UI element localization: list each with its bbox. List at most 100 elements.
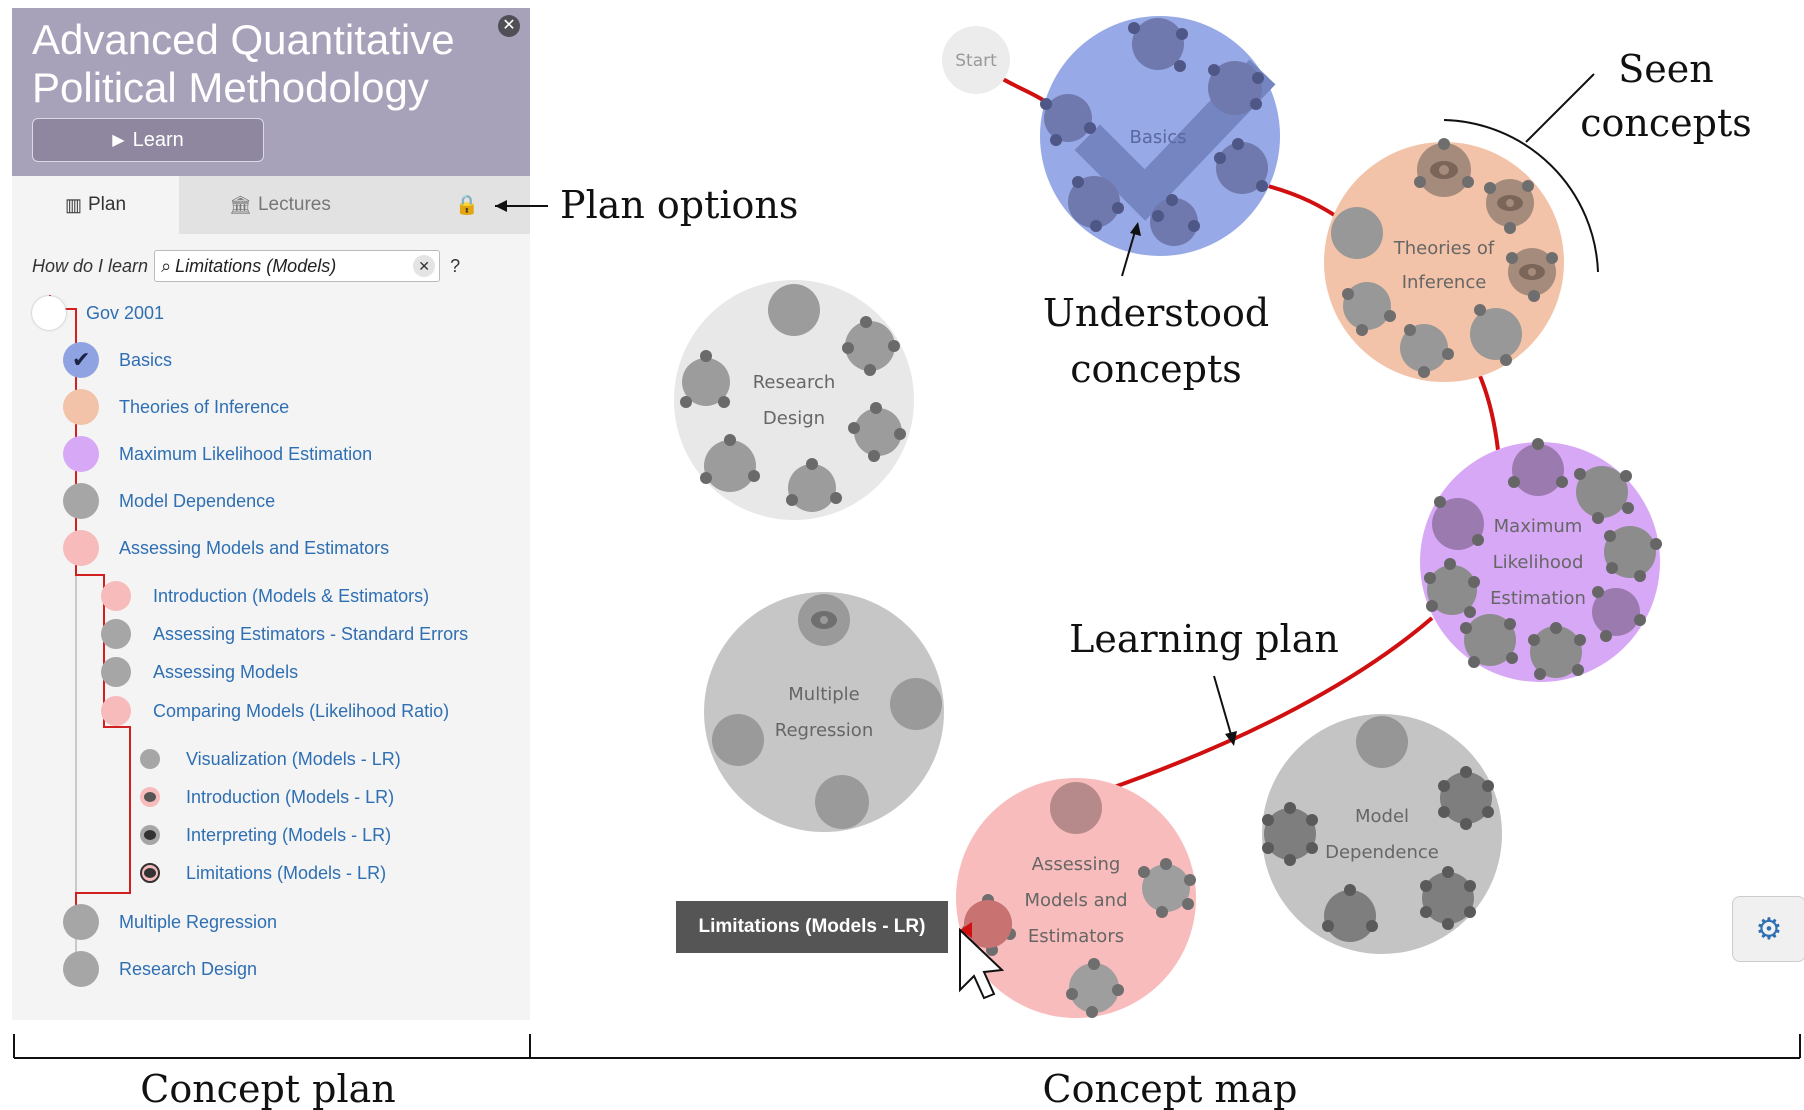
tree-connector — [103, 574, 105, 728]
cluster-label: Maximum — [1494, 516, 1583, 537]
plan-node-leaf[interactable] — [140, 787, 160, 807]
plan-node-leaf[interactable] — [140, 825, 160, 845]
cluster-multiple-regression[interactable]: Multiple Regression — [704, 592, 944, 832]
selected-concept-node[interactable] — [964, 900, 1012, 948]
annotation-plan-options: Plan options — [560, 183, 798, 227]
plan-item-label[interactable]: Comparing Models (Likelihood Ratio) — [153, 701, 450, 721]
search-input[interactable] — [175, 255, 386, 277]
plan-item-label[interactable]: Assessing Estimators - Standard Errors — [153, 624, 469, 644]
concept-tooltip: Limitations (Models - LR) — [676, 901, 948, 953]
tab-plan[interactable]: ▥ Plan — [12, 176, 179, 234]
gear-icon[interactable]: ⚙ — [1732, 896, 1804, 962]
annotation-understood: Understood — [1043, 291, 1269, 335]
annotation-arrow — [1121, 227, 1137, 277]
cluster-label: Dependence — [1325, 842, 1439, 863]
annotation-arrow — [1213, 675, 1233, 739]
panel-header: Advanced Quantitative Political Methodol… — [12, 8, 530, 176]
plan-item-label[interactable]: Visualization (Models - LR) — [186, 749, 401, 769]
tab-lectures-label: Lectures — [257, 194, 331, 215]
annotation-concept-plan: Concept plan — [140, 1067, 395, 1110]
cluster-theories-of-inference[interactable]: Theories of Inference — [1324, 138, 1564, 382]
plan-item-label[interactable]: Assessing Models — [153, 662, 299, 682]
cluster-model-dependence[interactable]: Model Dependence — [1262, 714, 1502, 954]
plan-item-label[interactable]: Assessing Models and Estimators — [119, 538, 390, 558]
help-icon[interactable]: ? — [450, 255, 461, 276]
cluster-label: Research — [753, 372, 836, 393]
institution-icon: 🏛 — [229, 194, 252, 215]
learn-button[interactable]: ▶ Learn — [32, 118, 264, 162]
plan-node-multiple-regression[interactable] — [63, 904, 99, 940]
cluster-label: Basics — [1129, 127, 1186, 148]
plan-node-sub[interactable] — [101, 619, 131, 649]
learn-button-label: Learn — [132, 128, 184, 151]
annotation-line — [1525, 73, 1595, 143]
plan-item-label[interactable]: Interpreting (Models - LR) — [186, 825, 392, 845]
annotation-understood: concepts — [1070, 347, 1242, 391]
tab-plan-label: Plan — [87, 194, 127, 215]
annotation-arrowhead — [1130, 222, 1141, 236]
cluster-label: Inference — [1402, 272, 1487, 293]
cluster-label: Design — [763, 408, 825, 429]
search-prompt: How do I learn — [32, 255, 149, 276]
plan-item-label[interactable]: Gov 2001 — [86, 303, 165, 323]
annotation-seen: concepts — [1580, 101, 1752, 145]
tab-lectures[interactable]: 🏛 Lectures — [180, 176, 380, 234]
plan-item-label[interactable]: Research Design — [119, 959, 258, 979]
annotation-learning-plan: Learning plan — [1069, 617, 1339, 661]
plan-node-sub[interactable] — [101, 657, 131, 687]
close-icon[interactable]: ✕ — [498, 15, 520, 37]
plan-node-research-design[interactable] — [63, 951, 99, 987]
tree-connector — [75, 892, 77, 910]
eye-icon — [1430, 161, 1545, 280]
tree-connector — [129, 726, 131, 894]
cluster-label: Model — [1355, 806, 1409, 827]
cluster-label: Estimators — [1028, 926, 1124, 947]
tree-connector — [103, 726, 131, 728]
eye-icon — [144, 868, 156, 878]
plan-item-label[interactable]: Model Dependence — [119, 491, 276, 511]
cluster-label: Likelihood — [1493, 552, 1584, 573]
plan-node-mle[interactable] — [63, 436, 99, 472]
search-icon: ⌕ — [161, 255, 172, 276]
plan-item-label[interactable]: Multiple Regression — [119, 912, 278, 932]
plan-item-label[interactable]: Introduction (Models & Estimators) — [153, 586, 430, 606]
check-icon — [1074, 59, 1276, 221]
plan-node-theories[interactable] — [63, 389, 99, 425]
course-title: Advanced Quantitative Political Methodol… — [32, 16, 455, 111]
cluster-label: Regression — [775, 720, 873, 741]
tree-connector — [75, 308, 77, 968]
plan-node-sub[interactable] — [101, 581, 131, 611]
eye-icon — [144, 830, 156, 840]
plan-node-sub[interactable] — [101, 696, 131, 726]
plan-node-root[interactable] — [32, 296, 66, 330]
start-node[interactable] — [942, 26, 1010, 94]
tree-connector — [75, 574, 105, 576]
plan-item-label[interactable]: Limitations (Models - LR) — [186, 863, 387, 883]
plan-node-basics[interactable]: ✔ — [63, 342, 99, 378]
cluster-label: Assessing — [1032, 854, 1121, 875]
cluster-basics[interactable]: Basics — [1040, 16, 1280, 256]
plan-item-label[interactable]: Introduction (Models - LR) — [186, 787, 395, 807]
plan-item-label[interactable]: Basics — [119, 350, 173, 370]
plan-node-leaf-selected[interactable] — [140, 863, 160, 883]
plan-node-assessing[interactable] — [63, 530, 99, 566]
start-label: Start — [955, 51, 997, 71]
concept-plan-panel: Advanced Quantitative Political Methodol… — [12, 8, 530, 1020]
lock-icon[interactable]: 🔒 — [455, 195, 479, 216]
search-row: How do I learn ⌕ ✕ ? — [32, 248, 512, 284]
plan-item-label[interactable]: Maximum Likelihood Estimation — [119, 444, 373, 464]
cluster-label: Multiple — [788, 684, 860, 705]
annotation-arrowhead — [1225, 731, 1237, 746]
cluster-maximum-likelihood-estimation[interactable]: Maximum Likelihood Estimation — [1420, 438, 1662, 682]
cluster-label: Theories of — [1393, 238, 1495, 259]
plan-node-leaf[interactable] — [140, 749, 160, 769]
plan-tabs: ▥ Plan 🏛 Lectures 🔒 — [12, 176, 530, 234]
cursor-icon — [959, 927, 1005, 1000]
plan-node-model-dependence[interactable] — [63, 483, 99, 519]
clear-search-icon[interactable]: ✕ — [413, 255, 436, 277]
plan-item-label[interactable]: Theories of Inference — [119, 397, 290, 417]
cluster-research-design[interactable]: Research Design — [674, 280, 914, 520]
cluster-assessing-models-and-estimators[interactable]: Assessing Models and Estimators — [956, 778, 1196, 1018]
map-icon: ▥ — [64, 194, 82, 215]
annotation-arrowhead — [495, 200, 507, 212]
